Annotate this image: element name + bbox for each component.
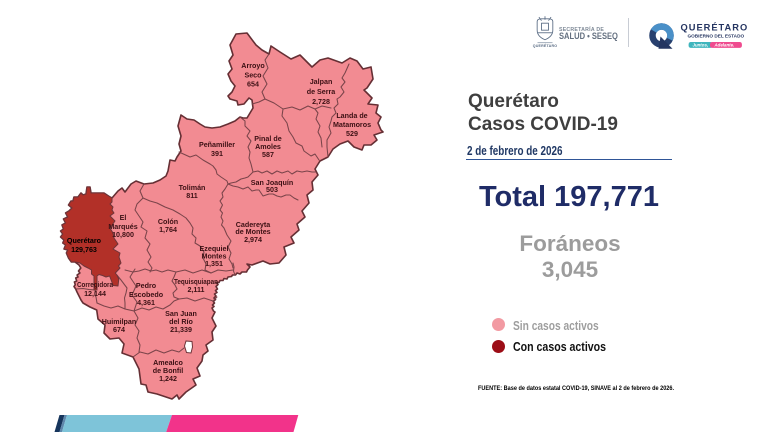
svg-text:Seco: Seco xyxy=(244,72,262,80)
svg-text:129,763: 129,763 xyxy=(71,246,97,254)
svg-text:391: 391 xyxy=(211,150,223,158)
svg-text:1,764: 1,764 xyxy=(159,226,177,234)
svg-text:Ezequiel: Ezequiel xyxy=(200,245,229,253)
svg-text:Arroyo: Arroyo xyxy=(241,62,265,70)
svg-text:Tolimán: Tolimán xyxy=(179,184,206,192)
svg-text:21,339: 21,339 xyxy=(170,326,192,334)
svg-text:Amoles: Amoles xyxy=(255,143,281,151)
svg-text:Corregidora: Corregidora xyxy=(77,281,114,289)
svg-text:Amealco: Amealco xyxy=(153,359,183,367)
svg-text:2,728: 2,728 xyxy=(312,98,330,106)
svg-text:Montes: Montes xyxy=(202,253,227,261)
svg-text:12,144: 12,144 xyxy=(84,290,106,298)
svg-text:Adelante.: Adelante. xyxy=(714,43,735,48)
svg-text:654: 654 xyxy=(247,81,259,89)
svg-text:2,111: 2,111 xyxy=(187,286,204,294)
svg-text:Juntos,: Juntos, xyxy=(693,43,709,48)
svg-text:Tequisquiapan: Tequisquiapan xyxy=(174,278,218,286)
svg-text:Peñamiller: Peñamiller xyxy=(199,141,235,149)
svg-text:Huimilpan: Huimilpan xyxy=(102,318,137,326)
svg-text:4,361: 4,361 xyxy=(137,299,155,307)
svg-text:Querétaro: Querétaro xyxy=(67,237,102,245)
svg-text:Pinal de: Pinal de xyxy=(254,135,281,143)
svg-text:QUERÉTARO: QUERÉTARO xyxy=(681,22,749,32)
svg-text:Escobedo: Escobedo xyxy=(129,291,164,299)
svg-text:529: 529 xyxy=(346,130,358,138)
svg-text:QUERÉTARO: QUERÉTARO xyxy=(533,43,558,48)
svg-text:1,242: 1,242 xyxy=(159,375,177,383)
svg-text:Matamoros: Matamoros xyxy=(333,121,371,129)
svg-text:1,351: 1,351 xyxy=(205,260,223,268)
svg-text:Cadereyta: Cadereyta xyxy=(236,221,272,229)
svg-text:GOBIERNO DEL ESTADO: GOBIERNO DEL ESTADO xyxy=(688,34,745,39)
svg-text:Colón: Colón xyxy=(158,218,178,226)
svg-text:Pedro: Pedro xyxy=(136,282,157,290)
svg-text:503: 503 xyxy=(266,186,278,194)
svg-text:Landa de: Landa de xyxy=(336,112,367,120)
svg-text:Marqués: Marqués xyxy=(108,223,137,231)
svg-text:San Joaquín: San Joaquín xyxy=(251,179,293,187)
svg-text:del Río: del Río xyxy=(169,318,193,326)
svg-text:587: 587 xyxy=(262,151,274,159)
svg-text:de Montes: de Montes xyxy=(235,228,270,236)
svg-text:El: El xyxy=(120,214,127,222)
svg-text:674: 674 xyxy=(113,326,125,334)
svg-text:de Bonfil: de Bonfil xyxy=(153,367,184,375)
svg-text:Jalpan: Jalpan xyxy=(310,78,333,86)
svg-text:2,974: 2,974 xyxy=(244,236,262,244)
svg-text:10,800: 10,800 xyxy=(112,231,134,239)
svg-text:811: 811 xyxy=(186,192,198,200)
svg-text:San Juan: San Juan xyxy=(165,310,197,318)
svg-text:de Serra: de Serra xyxy=(307,88,337,96)
